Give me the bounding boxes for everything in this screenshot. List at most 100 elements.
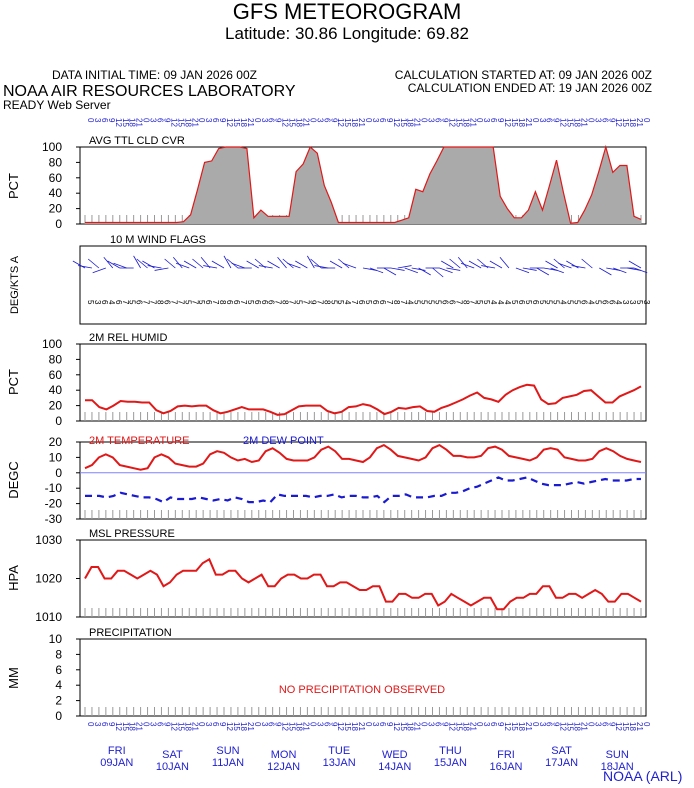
- top-hour-label: 12: [169, 118, 178, 127]
- top-hour-label: 15: [176, 118, 185, 127]
- bottom-hour-label: 3: [93, 722, 102, 727]
- day-of-week-label: FRI: [108, 745, 126, 757]
- bottom-hour-label: 15: [121, 722, 130, 731]
- wind-barb: [314, 265, 329, 269]
- bottom-hour-label: 21: [635, 722, 644, 731]
- top-hour-label: 15: [454, 118, 463, 127]
- wind-barb: [581, 258, 593, 269]
- top-hour-label: 18: [406, 118, 415, 127]
- y-tick-label: 80: [49, 352, 63, 366]
- bottom-hour-label: 12: [225, 722, 234, 731]
- bottom-hour-label: 18: [295, 722, 304, 731]
- top-hour-label: 3: [427, 118, 436, 123]
- wind-speed-label: 7: [301, 300, 310, 305]
- wind-barb: [499, 257, 510, 269]
- wind-speed-label: 5: [420, 300, 429, 305]
- top-hour-label: 0: [586, 118, 595, 123]
- wind-speed-label: 5: [329, 300, 338, 305]
- top-hour-label: 6: [600, 118, 609, 123]
- wind-barb: [113, 262, 127, 269]
- wind-speed-label: 5: [475, 300, 484, 305]
- y-tick-label: 1020: [35, 572, 62, 586]
- panel-title-dew-point: 2M DEW POINT: [243, 435, 324, 447]
- wind-speed-label: 3: [642, 300, 651, 305]
- top-hour-label: 6: [267, 118, 276, 123]
- top-hour-label: 12: [281, 118, 290, 127]
- wind-speed-label: 8: [392, 300, 401, 305]
- top-hour-label: 0: [197, 118, 206, 123]
- wind-speed-label: 7: [385, 300, 394, 305]
- y-tick-label: 40: [49, 383, 63, 397]
- panel-title: 2M REL HUMID: [89, 332, 167, 344]
- panel-frame-1: [79, 245, 647, 325]
- wind-speed-label: 5: [427, 300, 436, 305]
- bottom-hour-label: 21: [579, 722, 588, 731]
- bottom-hour-label: 15: [454, 722, 463, 731]
- top-hour-label: 15: [121, 118, 130, 127]
- wind-speed-label: 7: [274, 300, 283, 305]
- wind-barb: [192, 258, 204, 269]
- top-hour-label: 0: [531, 118, 540, 123]
- bottom-hour-label: 0: [642, 722, 651, 727]
- bottom-hour-label: 6: [378, 722, 387, 727]
- bottom-hour-label: 12: [503, 722, 512, 731]
- wind-barb: [147, 265, 162, 269]
- wind-speed-label: 5: [635, 300, 644, 305]
- wind-barb: [628, 260, 642, 269]
- bottom-hour-label: 9: [440, 722, 449, 727]
- bottom-hour-label: 6: [545, 722, 554, 727]
- top-hour-label: 21: [524, 118, 533, 127]
- wind-barb: [231, 262, 245, 269]
- wind-barb: [613, 267, 627, 274]
- panel-ylabel: DEGC: [6, 461, 21, 499]
- cloud-cover-area: [85, 147, 641, 224]
- wind-speed-label: 5: [524, 300, 533, 305]
- y-tick-label: -30: [45, 512, 63, 526]
- top-hour-label: 18: [461, 118, 470, 127]
- day-of-week-label: MON: [271, 749, 297, 761]
- bottom-hour-label: 9: [496, 722, 505, 727]
- bottom-hour-label: 0: [86, 722, 95, 727]
- wind-barb: [203, 265, 218, 269]
- top-hour-label: 12: [559, 118, 568, 127]
- bottom-hour-label: 9: [552, 722, 561, 727]
- bottom-hour-label: 6: [100, 722, 109, 727]
- bottom-hour-label: 18: [573, 722, 582, 731]
- wind-speed-label: 6: [253, 300, 262, 305]
- panel-title: PRECIPITATION: [89, 627, 172, 639]
- wind-barb: [432, 267, 444, 278]
- wind-barb: [489, 260, 503, 269]
- bottom-hour-label: 9: [162, 722, 171, 727]
- wind-speed-label: 4: [489, 300, 498, 305]
- y-tick-label: 1030: [35, 533, 62, 547]
- wind-barb: [287, 262, 301, 269]
- top-hour-label: 18: [628, 118, 637, 127]
- chart-title: GFS METEOROGRAM: [232, 0, 462, 24]
- wind-barb: [246, 260, 259, 269]
- top-hour-label: 21: [635, 118, 644, 127]
- wind-speed-label: 6: [114, 300, 123, 305]
- top-hour-label: 3: [371, 118, 380, 123]
- bottom-hour-label: 0: [197, 722, 206, 727]
- day-of-week-label: SAT: [551, 745, 572, 757]
- y-tick-label: 100: [42, 140, 62, 154]
- bottom-hour-label: 15: [343, 722, 352, 731]
- wind-speed-label: 8: [218, 300, 227, 305]
- wind-speed-label: 5: [128, 300, 137, 305]
- bottom-hour-label: 21: [135, 722, 144, 731]
- wind-barb: [558, 262, 572, 269]
- y-tick-label: 100: [42, 337, 62, 351]
- wind-barb: [633, 267, 648, 274]
- day-of-week-label: THU: [439, 745, 462, 757]
- top-hour-label: 12: [392, 118, 401, 127]
- wind-speed-label: 6: [225, 300, 234, 305]
- y-tick-label: 8: [55, 647, 62, 661]
- bottom-hour-label: 21: [357, 722, 366, 731]
- bottom-hour-label: 9: [329, 722, 338, 727]
- panel-frame-2: [79, 343, 647, 422]
- wind-speed-label: 5: [336, 300, 345, 305]
- wind-barb: [545, 260, 558, 269]
- wind-barb: [72, 260, 86, 269]
- top-hour-label: 21: [135, 118, 144, 127]
- bottom-hour-label: 6: [489, 722, 498, 727]
